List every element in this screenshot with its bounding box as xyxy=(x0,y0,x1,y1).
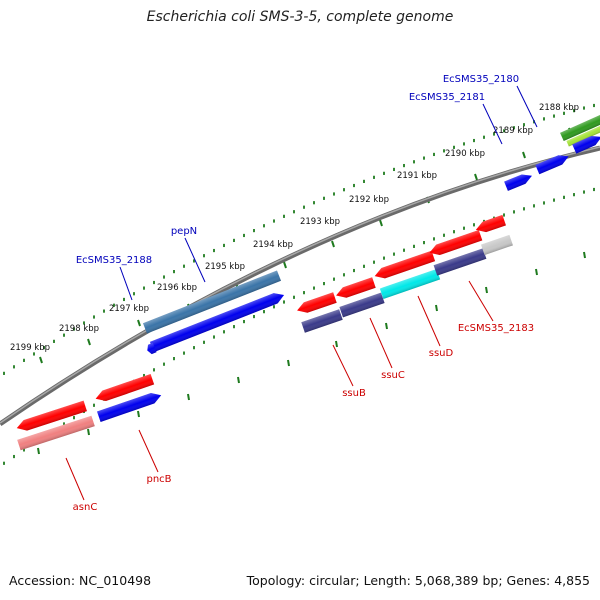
major-tick xyxy=(435,304,438,312)
tick-label-2189: 2189 kbp xyxy=(493,126,533,136)
ssuD-shaded xyxy=(379,269,441,299)
major-tick xyxy=(283,261,287,269)
accession-text: Accession: NC_010498 xyxy=(9,573,152,588)
blue-cds-2181 xyxy=(535,155,569,175)
tick-label-2190: 2190 kbp xyxy=(445,149,485,159)
major-tick xyxy=(583,251,586,259)
pepN-gene xyxy=(149,293,285,353)
label-pncB: pncB xyxy=(146,474,171,485)
major-tick xyxy=(331,240,335,248)
label-pepN: pepN xyxy=(171,226,197,237)
ssuC-shaded xyxy=(339,292,385,318)
label-leader xyxy=(65,457,85,501)
major-tick xyxy=(137,319,141,327)
pncB-gene xyxy=(97,392,162,422)
tick-marks: 2188 kbp 2189 kbp 2190 kbp 2191 kbp 2192 kbp… xyxy=(3,103,595,465)
ssuB-gene xyxy=(297,292,337,313)
tick-label-2193: 2193 kbp xyxy=(300,217,340,227)
major-tick xyxy=(37,447,40,455)
pncB-upper xyxy=(95,374,155,402)
major-tick xyxy=(39,356,43,364)
ssuD-gene xyxy=(374,250,436,279)
blue-cds-2188 xyxy=(572,135,600,154)
label-leader xyxy=(184,237,206,283)
tick-label-2194: 2194 kbp xyxy=(253,240,293,250)
label-leader xyxy=(516,85,538,128)
pepN-gene-shaded xyxy=(142,270,282,334)
backbone-highlight xyxy=(0,146,600,424)
major-tick xyxy=(522,151,526,159)
label-EcSMS35_2188: EcSMS35_2188 xyxy=(76,255,152,266)
grey-shaded xyxy=(481,234,513,256)
asnC-gene xyxy=(16,400,87,431)
major-tick xyxy=(87,428,90,436)
EcSMS35_2183-gene xyxy=(429,230,483,256)
major-tick xyxy=(474,173,478,181)
tick-label-2197: 2197 kbp xyxy=(109,304,149,314)
backbone-line xyxy=(0,145,600,427)
light-green-feature xyxy=(566,125,600,147)
label-EcSMS35_2183: EcSMS35_2183 xyxy=(458,323,534,334)
label-ssuD: ssuD xyxy=(429,348,454,359)
tick-label-2199: 2199 kbp xyxy=(10,343,50,353)
label-EcSMS35_2181: EcSMS35_2181 xyxy=(409,92,485,103)
label-ssuB: ssuB xyxy=(342,388,366,399)
tick-label-2188: 2188 kbp xyxy=(539,103,579,113)
major-tick xyxy=(379,219,383,227)
label-leader xyxy=(119,266,133,301)
small-blue-cds xyxy=(147,342,157,355)
red-gene-end xyxy=(475,214,506,233)
tick-label-2192: 2192 kbp xyxy=(349,195,389,205)
blue-cds-2180 xyxy=(504,174,532,191)
outer-tick-rail xyxy=(3,103,595,375)
EcSMS35_2183-shaded xyxy=(433,248,487,276)
major-tick xyxy=(335,340,338,348)
label-EcSMS35_2180: EcSMS35_2180 xyxy=(443,74,519,85)
major-tick xyxy=(187,393,190,401)
feature-labels: EcSMS35_2180 EcSMS35_2181 pepN EcSMS35_2188… xyxy=(65,74,538,513)
ssuB-shaded xyxy=(301,309,343,333)
tick-label-2191: 2191 kbp xyxy=(397,171,437,181)
label-leader xyxy=(468,280,494,322)
major-tick xyxy=(237,376,240,384)
major-tick xyxy=(385,322,388,330)
label-leader xyxy=(417,295,441,347)
topology-text: Topology: circular; Length: 5,068,389 bp… xyxy=(246,573,590,588)
gene-features xyxy=(16,114,600,451)
major-tick xyxy=(535,268,538,276)
green-feature xyxy=(560,114,600,142)
asnC-shaded xyxy=(17,415,95,451)
major-tick xyxy=(137,410,140,418)
label-leader xyxy=(138,429,159,473)
label-ssuC: ssuC xyxy=(381,370,405,381)
tick-label-2195: 2195 kbp xyxy=(205,262,245,272)
label-leader xyxy=(369,317,393,369)
label-leader xyxy=(482,103,503,145)
map-title: Escherichia coli SMS-3-5, complete genom… xyxy=(146,9,454,25)
major-tick xyxy=(287,359,290,367)
major-tick xyxy=(87,338,91,346)
label-leader xyxy=(332,344,354,387)
label-asnC: asnC xyxy=(73,502,98,513)
ssuC-gene xyxy=(336,277,376,298)
tick-label-2198: 2198 kbp xyxy=(59,324,99,334)
backbone xyxy=(0,145,600,427)
major-tick xyxy=(485,286,488,294)
tick-label-2196: 2196 kbp xyxy=(157,283,197,293)
